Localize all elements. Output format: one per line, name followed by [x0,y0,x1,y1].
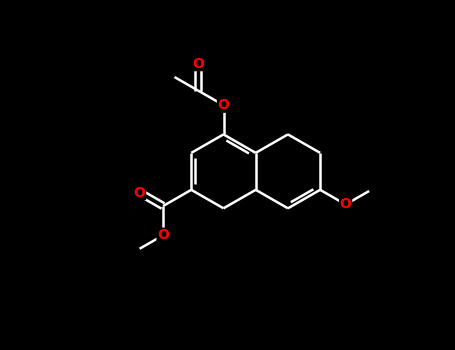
Text: O: O [157,228,169,242]
Text: O: O [134,186,146,199]
Text: O: O [192,57,204,71]
Text: O: O [217,98,229,112]
Text: O: O [340,197,352,211]
